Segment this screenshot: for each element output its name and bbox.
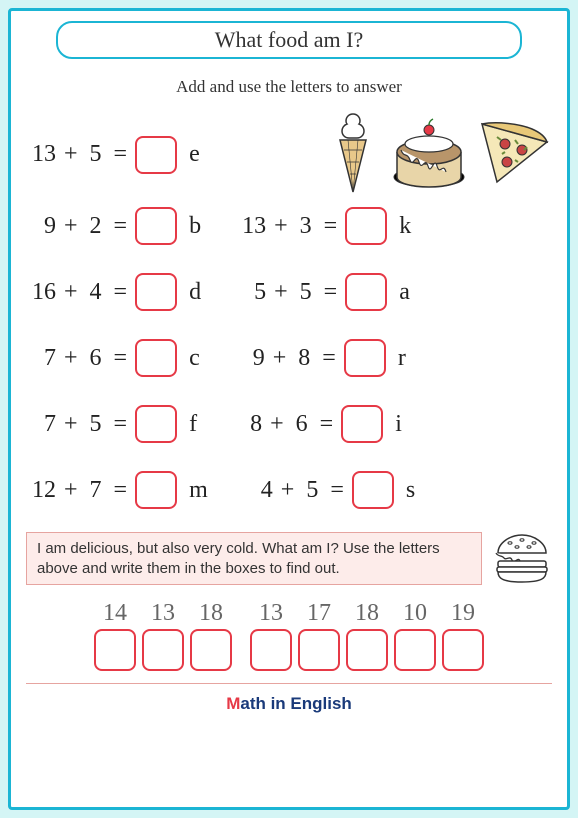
problem-i: 8+6=i	[232, 405, 402, 443]
answer-input[interactable]	[135, 273, 177, 311]
word-2: 13 17 18 10 19	[250, 600, 484, 671]
answer-input[interactable]	[341, 405, 383, 443]
problem-c: 7+6=c	[26, 339, 200, 377]
letter-input[interactable]	[346, 629, 388, 671]
food-icons	[326, 112, 552, 197]
page-title: What food am I?	[215, 27, 363, 52]
burger-icon	[492, 531, 552, 586]
letter-input[interactable]	[142, 629, 184, 671]
cake-icon	[389, 112, 469, 192]
problem-s: 4+5=s	[243, 471, 415, 509]
problem-e: 13 + 5 = e	[26, 136, 200, 174]
answer-input[interactable]	[352, 471, 394, 509]
letter-input[interactable]	[94, 629, 136, 671]
letter-input[interactable]	[298, 629, 340, 671]
answer-input[interactable]	[135, 471, 177, 509]
letter-input[interactable]	[250, 629, 292, 671]
ice-cream-icon	[326, 112, 381, 197]
problem-d: 16+4=d	[26, 273, 201, 311]
problem-b: 9+2=b	[26, 207, 201, 245]
top-row: 13 + 5 = e	[26, 112, 552, 197]
pizza-icon	[477, 112, 552, 187]
answer-input[interactable]	[135, 339, 177, 377]
problem-f: 7+5=f	[26, 405, 197, 443]
letter-input[interactable]	[190, 629, 232, 671]
answer-input[interactable]	[344, 339, 386, 377]
problem-k: 13+3=k	[236, 207, 411, 245]
answer-input[interactable]	[345, 273, 387, 311]
word-1: 14 13 18	[94, 600, 232, 671]
footer: Math in English	[26, 694, 552, 714]
riddle-text: I am delicious, but also very cold. What…	[26, 532, 482, 585]
problem-r: 9+8=r	[235, 339, 406, 377]
solution-row: 14 13 18 13 17 18 10 19	[26, 600, 552, 671]
answer-input[interactable]	[135, 207, 177, 245]
letter-input[interactable]	[442, 629, 484, 671]
riddle-row: I am delicious, but also very cold. What…	[26, 531, 552, 586]
answer-input[interactable]	[135, 136, 177, 174]
divider	[26, 683, 552, 684]
answer-input[interactable]	[135, 405, 177, 443]
problems-grid: 9+2=b 13+3=k 16+4=d 5+5=a 7+6=c 9+8=r 7+…	[26, 207, 552, 509]
answer-input[interactable]	[345, 207, 387, 245]
title-bar: What food am I?	[56, 21, 522, 59]
letter-input[interactable]	[394, 629, 436, 671]
instruction-text: Add and use the letters to answer	[26, 77, 552, 97]
problem-a: 5+5=a	[236, 273, 410, 311]
worksheet-page: What food am I? Add and use the letters …	[8, 8, 570, 810]
problem-m: 12+7=m	[26, 471, 208, 509]
